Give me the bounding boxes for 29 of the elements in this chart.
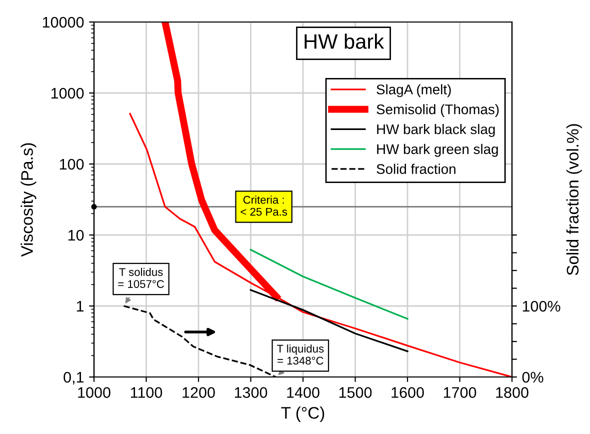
annotation: T liquidus = 1348°C [276, 344, 324, 365]
legend-label: Solid fraction [376, 164, 456, 174]
y2-tick-label: 0% [522, 372, 544, 383]
y-tick-label: 100 [60, 158, 84, 170]
y-tick-label: 0,1 [64, 372, 84, 384]
x-tick-label: 1500 [339, 387, 372, 398]
x-tick-label: 1100 [130, 387, 162, 398]
y2-axis-title: Solid fraction (vol.%) [566, 124, 582, 276]
legend-label: HW bark green slag [377, 144, 498, 157]
x-tick-label: 1700 [444, 387, 476, 398]
x-tick-label: 1400 [287, 387, 320, 398]
chart-title: HW bark [304, 34, 384, 49]
y-tick-label: 1000 [51, 88, 84, 99]
x-tick-label: 1000 [78, 387, 110, 398]
x-tick-label: 1800 [496, 387, 528, 398]
y-axis-title: Viscosity (Pa.s) [20, 143, 36, 257]
y-tick-label: 10 [68, 230, 84, 241]
legend-label: SlagA (melt) [376, 84, 451, 98]
y2-tick-label: 100% [522, 300, 560, 312]
ref-line-label: Criteria : < 25 Pa.s [240, 196, 288, 216]
legend-label: Semisolid (Thomas) [376, 104, 499, 118]
x-tick-label: 1200 [182, 387, 215, 398]
x-axis-title: T (°C) [281, 406, 324, 422]
y-tick-label: 10000 [42, 16, 84, 28]
x-tick-label: 1300 [234, 387, 268, 398]
y-tick-label: 1 [76, 301, 84, 312]
legend-label: HW bark black slag [377, 124, 495, 137]
x-tick-label: 1600 [392, 387, 424, 398]
annotation: T solidus = 1057°C [118, 268, 164, 288]
